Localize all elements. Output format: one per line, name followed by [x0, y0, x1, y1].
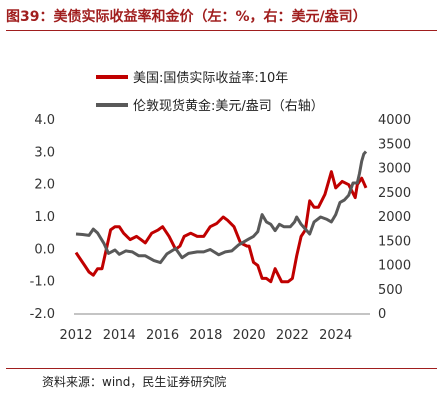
y-right-tick-label: 3000: [378, 162, 411, 177]
y-right-tick-label: 2500: [378, 186, 411, 201]
x-tick-labels: 2012 2014 2016 2018 2020 2022 2024: [59, 328, 352, 343]
title-divider: [6, 30, 437, 31]
y-left-tick-label: -1.0: [30, 275, 55, 290]
y-left-tick-labels: -2.0 -1.0 0.0 1.0 2.0 3.0 4.0: [30, 113, 55, 322]
x-tick-label: 2018: [189, 328, 222, 343]
y-left-tick-label: -2.0: [30, 307, 55, 322]
y-right-tick-labels: 0 500 1000 1500 2000 2500 3000 3500 4000: [378, 113, 411, 322]
y-right-tick-label: 3500: [378, 137, 411, 152]
y-left-tick-label: 1.0: [34, 210, 55, 225]
chart-canvas: 2012 2014 2016 2018 2020 2022 2024 -2.0 -1.0 0.0…: [30, 70, 411, 343]
y-right-tick-label: 1500: [378, 234, 411, 249]
x-tick-label: 2024: [319, 328, 352, 343]
legend-label: 美国:国债实际收益率:10年: [133, 70, 288, 86]
y-right-tick-label: 2000: [378, 210, 411, 225]
y-right-tick-label: 0: [378, 307, 386, 322]
y-left-tick-label: 3.0: [34, 145, 55, 160]
legend-label: 伦敦现货黄金:美元/盎司（右轴）: [133, 98, 324, 114]
source-note: 资料来源：wind，民生证券研究院: [42, 375, 227, 389]
x-tick-label: 2016: [146, 328, 179, 343]
x-tick-label: 2022: [276, 328, 309, 343]
y-right-tick-label: 500: [378, 283, 403, 298]
gold-price-line: [75, 150, 368, 265]
y-right-tick-label: 1000: [378, 259, 411, 274]
y-right-tick-label: 4000: [378, 113, 411, 128]
y-left-tick-label: 2.0: [34, 178, 55, 193]
x-tick-label: 2014: [103, 328, 136, 343]
real-yield-line: [74, 170, 368, 284]
y-left-tick-label: 4.0: [34, 113, 55, 128]
x-tick-label: 2020: [233, 328, 266, 343]
y-left-tick-label: 0.0: [34, 242, 55, 257]
chart-title: 图39：美债实际收益率和金价（左：%，右：美元/盎司）: [6, 9, 367, 25]
footer-divider: [6, 368, 437, 369]
series-layer: [74, 150, 368, 284]
x-tick-label: 2012: [59, 328, 92, 343]
